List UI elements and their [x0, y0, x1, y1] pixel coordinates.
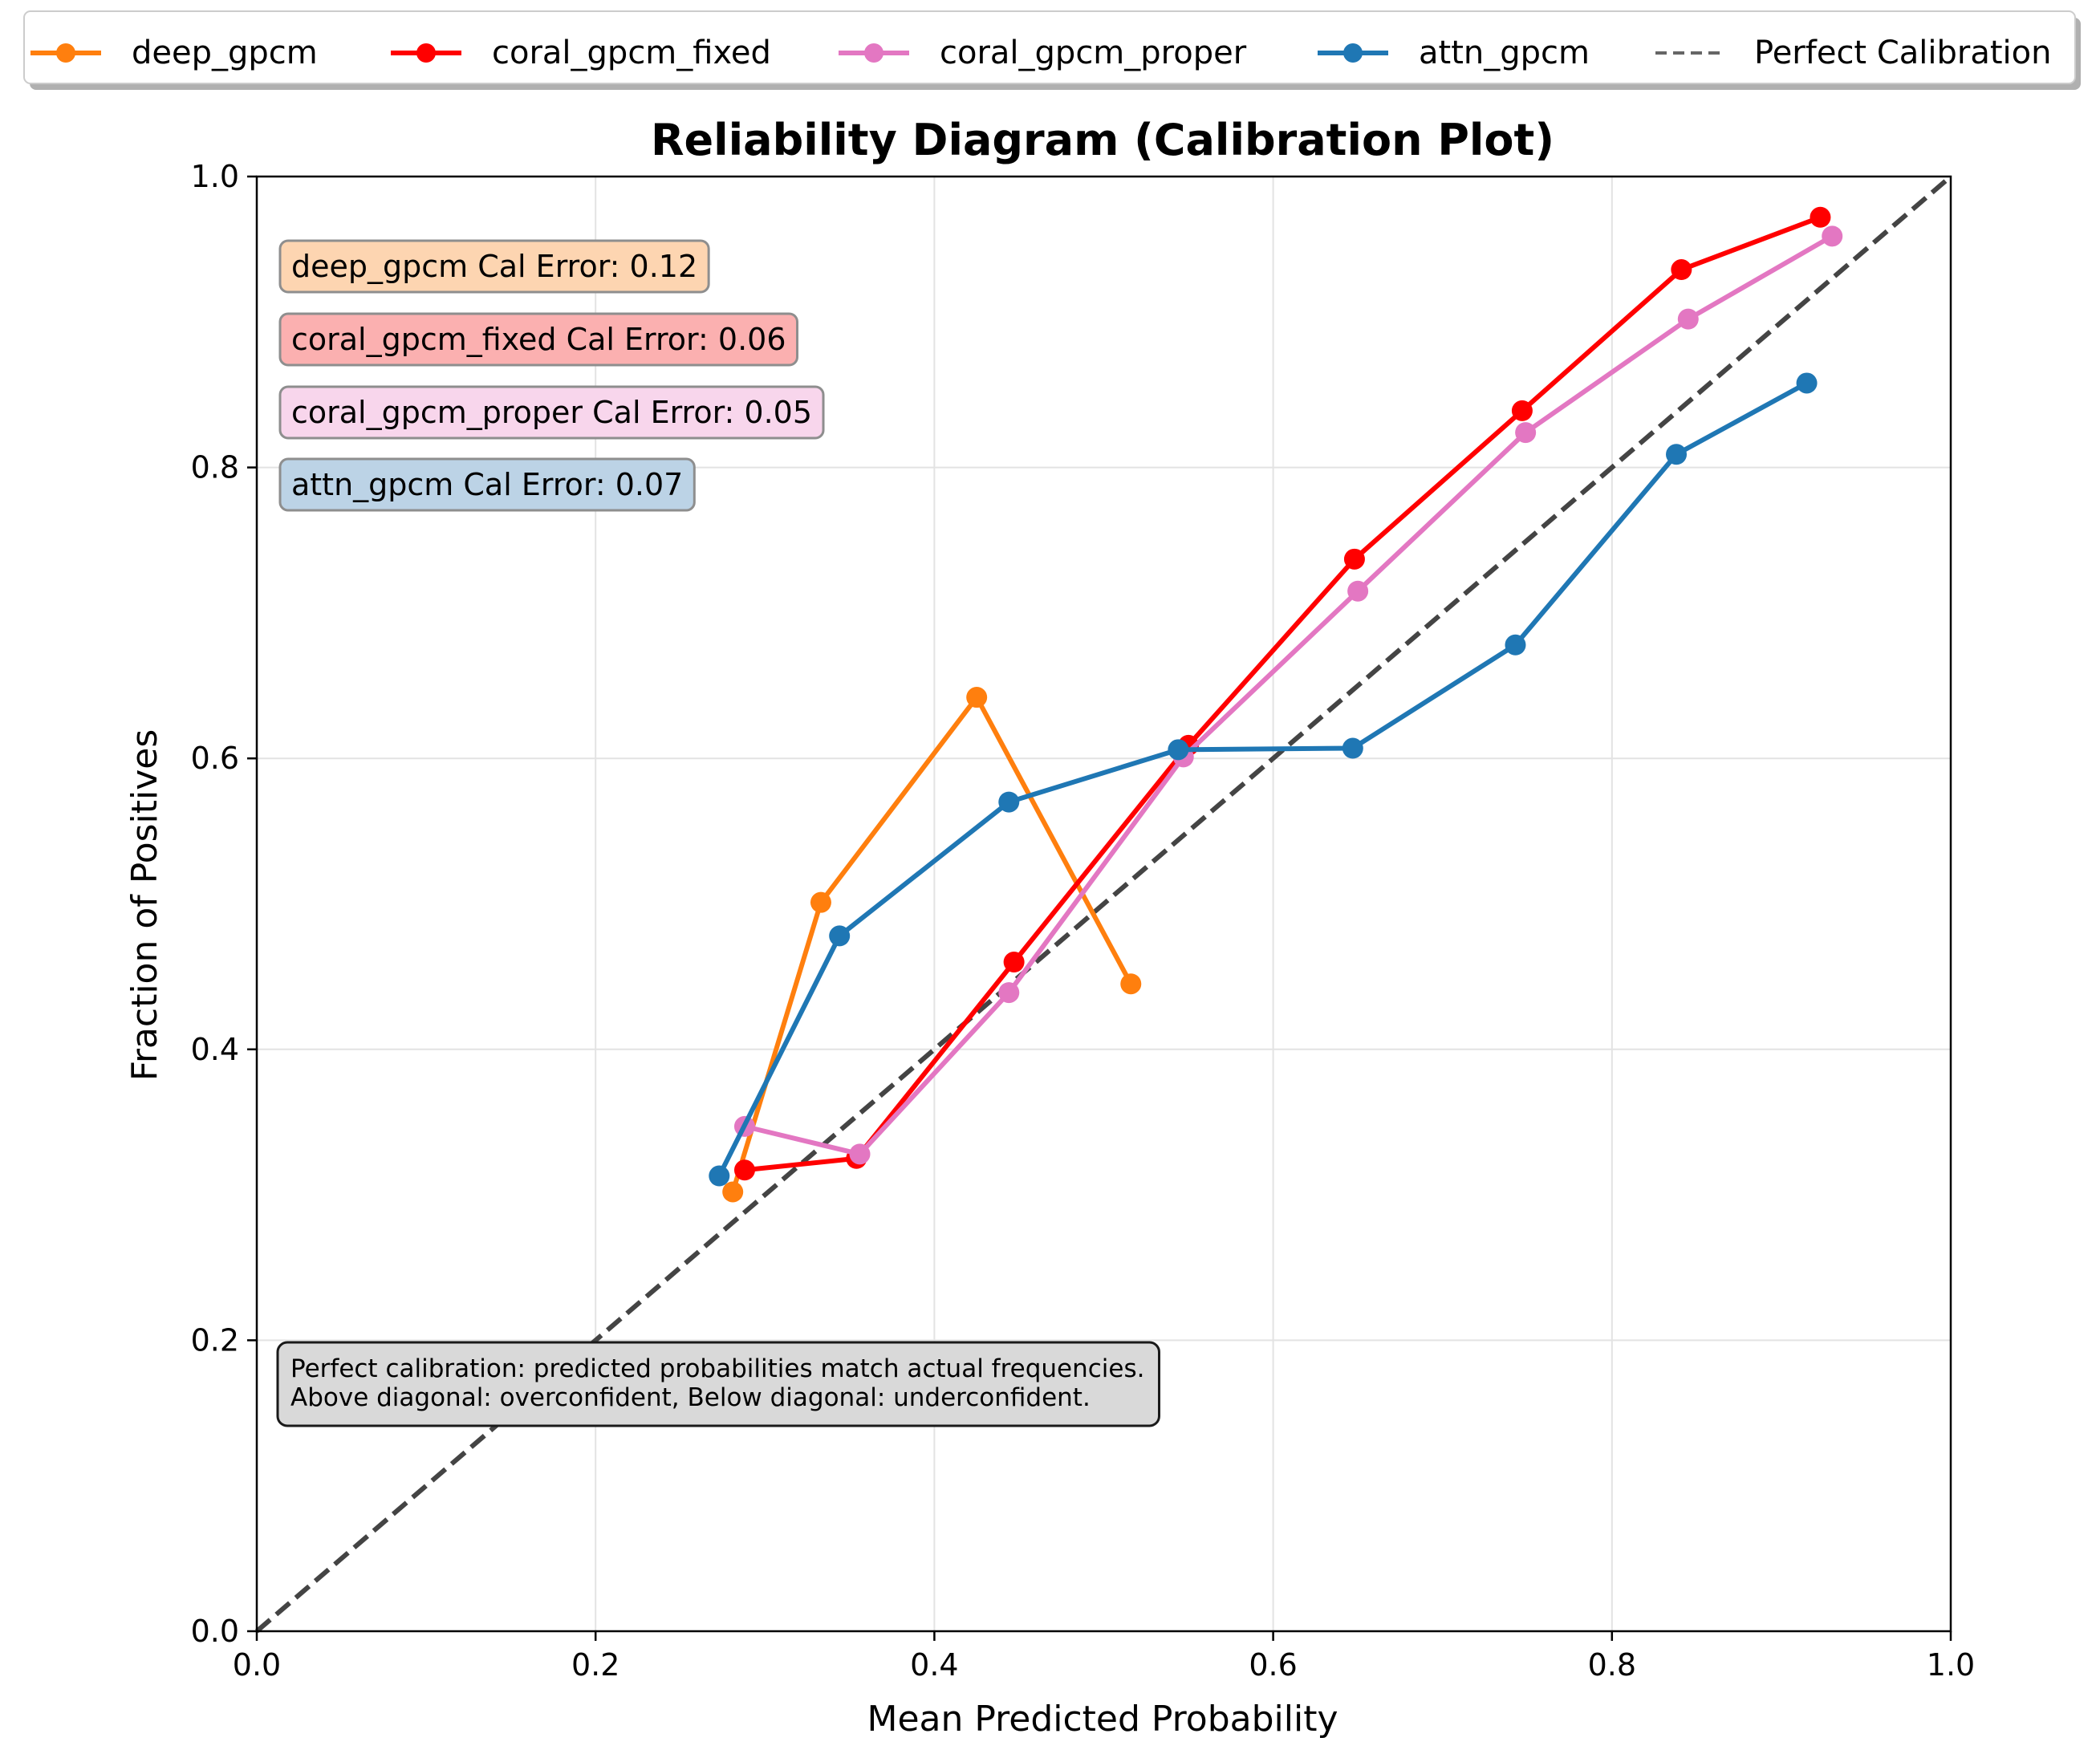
x-tick-label: 1.0	[1927, 1647, 1975, 1683]
cal-error-box: coral_gpcm_fixed Cal Error: 0.06	[278, 312, 798, 367]
data-point	[1120, 973, 1142, 995]
cal-error-box: attn_gpcm Cal Error: 0.07	[278, 457, 696, 512]
cal-error-box-bg	[278, 457, 696, 512]
x-tick-label: 0.4	[910, 1647, 958, 1683]
cal-error-text: coral_gpcm_fixed Cal Error: 0.06	[291, 322, 786, 357]
data-point	[1343, 548, 1365, 570]
axis-ticks: 0.0 0.2 0.4 0.6 0.8 1.0 0.0 0.2 0.4 0.6 0.8 1.0	[191, 159, 1976, 1683]
y-tick-label: 0.8	[191, 450, 239, 485]
plot-frame	[255, 175, 1952, 1633]
legend-entry-coral_gpcm_fixed: coral_gpcm_fixed	[391, 35, 771, 71]
y-tick-label: 1.0	[191, 159, 239, 194]
data-point	[1810, 206, 1831, 228]
data-point	[1003, 952, 1025, 973]
data-point	[849, 1143, 871, 1165]
chart-title: Reliability Diagram (Calibration Plot)	[651, 115, 1554, 165]
legend-label: coral_gpcm_proper	[940, 35, 1247, 71]
x-axis-label: Mean Predicted Probability	[867, 1699, 1338, 1740]
data-point	[966, 687, 988, 708]
series-line	[730, 695, 1133, 1193]
series-attn_gpcm	[709, 372, 1818, 1187]
x-tick-label: 0.6	[1249, 1647, 1297, 1683]
cal-error-box-bg	[278, 385, 825, 440]
x-tick-label: 0.8	[1588, 1647, 1636, 1683]
data-point	[1511, 400, 1533, 421]
x-tick-label: 0.2	[571, 1647, 619, 1683]
data-point	[1168, 739, 1189, 761]
explanation-note: Perfect calibration: predicted probabili…	[276, 1341, 1160, 1427]
data-point	[733, 1159, 755, 1181]
legend-swatch-marker	[416, 43, 436, 63]
legend-entry-coral_gpcm_proper: coral_gpcm_proper	[839, 35, 1247, 71]
legend-entry-perfect-calibration: Perfect Calibration	[1655, 35, 2051, 71]
data-point	[1666, 444, 1688, 465]
data-point	[998, 982, 1020, 1004]
cal-error-box: deep_gpcm Cal Error: 0.12	[278, 239, 710, 294]
data-point	[1347, 580, 1369, 602]
series-coral_gpcm_fixed	[733, 206, 1831, 1181]
y-tick-label: 0.2	[191, 1322, 239, 1358]
legend-swatch-marker	[1343, 43, 1363, 63]
calibration-error-annotations: deep_gpcm Cal Error: 0.12 coral_gpcm_fixe…	[278, 239, 825, 512]
cal-error-text: coral_gpcm_proper Cal Error: 0.05	[291, 395, 812, 430]
legend-label: Perfect Calibration	[1754, 35, 2051, 71]
legend-label: deep_gpcm	[132, 35, 318, 71]
series-line	[744, 233, 1834, 1157]
data-point	[998, 791, 1020, 813]
series-line	[744, 214, 1822, 1173]
data-point	[1822, 225, 1843, 247]
note-box	[276, 1341, 1160, 1427]
data-point	[810, 891, 831, 913]
data-point	[829, 925, 851, 947]
legend-entry-deep_gpcm: deep_gpcm	[30, 35, 318, 71]
cal-error-text: deep_gpcm Cal Error: 0.12	[291, 249, 697, 284]
data-point	[1505, 634, 1526, 656]
series-layer	[709, 206, 1843, 1203]
legend-swatch-marker	[864, 43, 883, 63]
legend-swatch-marker	[56, 43, 75, 63]
data-point	[1515, 422, 1537, 444]
data-point	[1677, 308, 1699, 330]
grid-lines	[256, 176, 1952, 1632]
legend-label: attn_gpcm	[1419, 35, 1590, 71]
legend: deep_gpcm coral_gpcm_fixed coral_gpcm_prop…	[23, 10, 2081, 90]
series-deep_gpcm	[722, 687, 1142, 1203]
data-point	[722, 1181, 744, 1203]
y-tick-label: 0.0	[191, 1614, 239, 1649]
data-point	[1671, 259, 1692, 281]
y-tick-label: 0.6	[191, 741, 239, 776]
data-point	[1796, 372, 1818, 394]
series-line	[717, 380, 1809, 1177]
legend-label: coral_gpcm_fixed	[492, 35, 771, 71]
cal-error-box: coral_gpcm_proper Cal Error: 0.05	[278, 385, 825, 440]
y-tick-label: 0.4	[191, 1032, 239, 1067]
y-axis-label: Fraction of Positives	[124, 729, 165, 1082]
legend-entry-attn_gpcm: attn_gpcm	[1318, 35, 1590, 71]
cal-error-box-bg	[278, 312, 798, 367]
data-point	[1342, 737, 1363, 759]
legend-frame	[23, 10, 2076, 84]
note-line: Above diagonal: overconfident, Below dia…	[290, 1383, 1091, 1412]
x-tick-label: 0.0	[233, 1647, 281, 1683]
note-line: Perfect calibration: predicted probabili…	[290, 1354, 1145, 1383]
cal-error-box-bg	[278, 239, 710, 294]
data-point	[709, 1165, 730, 1187]
cal-error-text: attn_gpcm Cal Error: 0.07	[291, 467, 683, 502]
